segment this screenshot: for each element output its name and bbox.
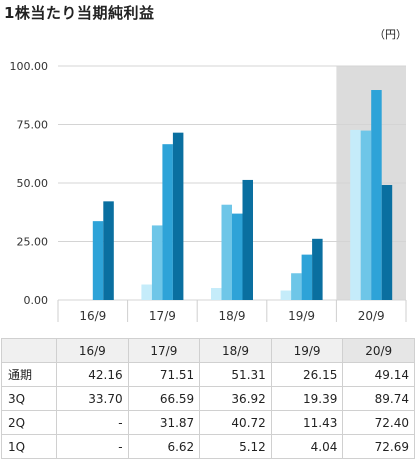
bar	[151, 225, 163, 300]
table-cell: 36.92	[199, 386, 272, 411]
bar	[381, 185, 393, 300]
table-corner-cell	[1, 338, 57, 363]
x-tick-label: 19/9	[288, 309, 315, 323]
bar	[172, 132, 184, 300]
table-cell: 66.59	[127, 386, 201, 411]
table-header-cell: 18/9	[199, 338, 272, 363]
table-cell: 5.12	[199, 434, 272, 459]
table-row-label: 2Q	[1, 410, 57, 435]
chart-title: 1株当たり当期純利益	[4, 4, 155, 22]
table-cell: 31.87	[127, 410, 201, 435]
bar	[371, 90, 382, 301]
bar-chart: 0.00 25.00 50.00 75.00 100.00 16/9 17/9 18/9 19/…	[10, 60, 407, 323]
table-header-cell: 17/9	[127, 338, 201, 363]
table-row-label: 1Q	[1, 434, 57, 459]
bar	[360, 130, 372, 300]
x-tick-label: 20/9	[358, 309, 385, 323]
table-row: 通期 42.16 71.51 51.31 26.15 49.14	[1, 362, 415, 387]
table-cell: 4.04	[270, 434, 344, 459]
table-cell: -	[56, 410, 129, 435]
y-tick-label: 0.00	[24, 294, 49, 307]
bar	[92, 221, 104, 300]
x-tick-label: 18/9	[219, 309, 246, 323]
unit-label: （円）	[374, 28, 407, 41]
table-row: 2Q - 31.87 40.72 11.43 72.40	[1, 410, 415, 435]
bar	[103, 201, 114, 300]
table-cell: 40.72	[199, 410, 272, 435]
table-row: 3Q 33.70 66.59 36.92 19.39 89.74	[1, 386, 415, 411]
y-tick-label: 50.00	[17, 177, 49, 190]
table-cell: 72.40	[342, 410, 415, 435]
table-cell: 42.16	[56, 362, 129, 387]
bar	[221, 204, 232, 300]
bar	[312, 238, 323, 300]
bar	[242, 179, 253, 300]
bar	[162, 144, 173, 300]
table-header-cell: 19/9	[270, 338, 344, 363]
data-table: 16/9 17/9 18/9 19/9 20/9 通期 42.16 71.51 …	[1, 338, 415, 459]
bar	[232, 213, 243, 300]
y-tick-label: 75.00	[17, 119, 49, 132]
table-row-label: 3Q	[1, 386, 57, 411]
table-cell: 72.69	[342, 434, 415, 459]
bar	[141, 284, 152, 300]
y-tick-label: 25.00	[17, 236, 49, 249]
table-header-cell: 16/9	[56, 338, 129, 363]
table-row-label: 通期	[1, 362, 57, 387]
table-header-cell: 20/9	[342, 338, 415, 363]
x-tick-label: 16/9	[79, 309, 106, 323]
table-cell: 6.62	[127, 434, 201, 459]
table-cell: 89.74	[342, 386, 415, 411]
table-cell: 49.14	[342, 362, 415, 387]
table-cell: -	[56, 434, 129, 459]
table-row: 1Q - 6.62 5.12 4.04 72.69	[1, 434, 415, 459]
y-tick-label: 100.00	[10, 60, 49, 73]
table-cell: 26.15	[270, 362, 344, 387]
table-cell: 19.39	[270, 386, 344, 411]
bar	[301, 254, 313, 300]
table-cell: 71.51	[127, 362, 201, 387]
bar	[211, 288, 222, 300]
bar	[350, 129, 361, 300]
bar	[291, 273, 302, 300]
bar	[280, 290, 292, 300]
table-cell: 33.70	[56, 386, 129, 411]
table-cell: 11.43	[270, 410, 344, 435]
table-header-row: 16/9 17/9 18/9 19/9 20/9	[1, 338, 415, 363]
table-cell: 51.31	[199, 362, 272, 387]
x-tick-label: 17/9	[149, 309, 176, 323]
